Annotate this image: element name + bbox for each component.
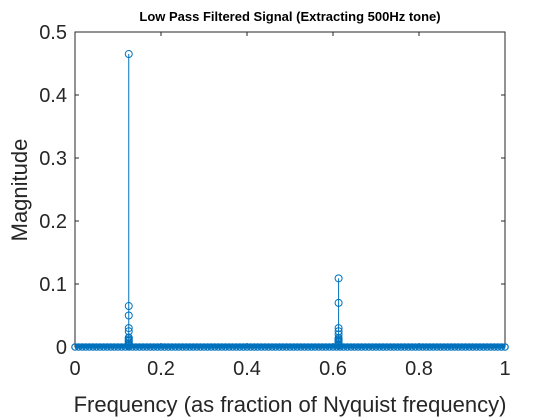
stem-marker-cluster <box>334 334 343 342</box>
y-tick-label: 0.4 <box>39 85 67 107</box>
stem-marker <box>124 50 133 59</box>
stem-marker <box>124 324 133 333</box>
x-axis-label: Frequency (as fraction of Nyquist freque… <box>73 392 507 417</box>
y-tick-label: 0 <box>56 337 67 359</box>
y-tick-label: 0.1 <box>39 274 67 296</box>
x-tick-label: 0.4 <box>233 358 261 380</box>
x-tick-label: 0 <box>69 358 80 380</box>
stem-marker <box>334 324 343 333</box>
stem-marker-cluster <box>124 334 133 342</box>
stem-marker <box>334 274 343 283</box>
axes-box <box>74 31 506 348</box>
stem-marker <box>124 311 133 320</box>
y-axis-label: Magnitude <box>7 138 32 242</box>
x-tick-label: 1 <box>499 358 510 380</box>
y-tick-label: 0.5 <box>39 22 67 44</box>
stem-series <box>71 50 509 351</box>
x-tick-label: 0.6 <box>319 358 347 380</box>
stem-marker <box>124 302 133 311</box>
x-tick-label: 0.2 <box>147 358 175 380</box>
x-tick-label: 0.8 <box>405 358 433 380</box>
chart-title: Low Pass Filtered Signal (Extracting 500… <box>139 9 441 24</box>
y-tick-label: 0.3 <box>39 148 67 170</box>
stem-marker <box>334 298 343 307</box>
y-tick-label: 0.2 <box>39 211 67 233</box>
